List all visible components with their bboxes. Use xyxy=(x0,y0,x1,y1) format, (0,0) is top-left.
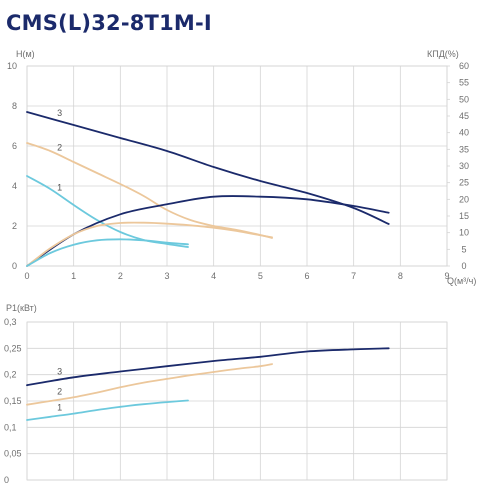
x-tick-label: 1 xyxy=(71,271,76,281)
power-curve-3 xyxy=(26,347,390,387)
y-tick-label: 0 xyxy=(4,475,9,485)
x-tick-label: 5 xyxy=(258,271,263,281)
y-axis-label: P1(кВт) xyxy=(6,303,37,313)
y2-axis-label: КПД(%) xyxy=(427,49,459,59)
y-tick-label: 6 xyxy=(12,141,17,151)
curve-label-1: 1 xyxy=(57,403,62,413)
y-axis-label: H(м) xyxy=(16,49,35,59)
x-axis-label: Q(м³/ч) xyxy=(447,276,476,286)
x-tick-label: 9 xyxy=(444,271,449,281)
x-tick-label: 0 xyxy=(24,271,29,281)
y-tick-label: 0,25 xyxy=(4,343,22,353)
curve-label-2: 2 xyxy=(57,387,62,397)
plot-frame xyxy=(26,65,448,267)
y2-tick-label: 45 xyxy=(459,111,469,121)
y2-tick-label: 35 xyxy=(459,144,469,154)
y2-tick-label: 50 xyxy=(459,94,469,104)
y2-tick-label: 20 xyxy=(459,194,469,204)
y2-tick-label: 40 xyxy=(459,128,469,138)
y-tick-label: 4 xyxy=(12,181,17,191)
chart-title: CMS(L)32-8T1M-I xyxy=(6,11,212,35)
y-tick-label: 8 xyxy=(12,101,17,111)
y2-tick-label: 30 xyxy=(459,161,469,171)
y2-tick-label: 25 xyxy=(459,178,469,188)
plot-frame xyxy=(26,321,448,481)
efficiency-curve xyxy=(26,195,390,267)
efficiency-curve xyxy=(26,238,189,267)
y-tick-label: 0,15 xyxy=(4,396,22,406)
curve-label-2: 2 xyxy=(57,142,62,152)
head-curve-1 xyxy=(26,175,189,248)
y-tick-label: 0,05 xyxy=(4,449,22,459)
y-tick-label: 0 xyxy=(12,261,17,271)
curve-label-3: 3 xyxy=(57,108,62,118)
y-tick-label: 0,2 xyxy=(4,370,17,380)
y-tick-label: 10 xyxy=(7,61,17,71)
y2-tick-label: 15 xyxy=(459,211,469,221)
head-curve-3 xyxy=(26,111,390,225)
y2-tick-label: 10 xyxy=(459,228,469,238)
x-tick-label: 2 xyxy=(118,271,123,281)
x-tick-label: 4 xyxy=(211,271,216,281)
y2-tick-label: 0 xyxy=(461,261,466,271)
curve-label-1: 1 xyxy=(57,182,62,192)
curve-label-3: 3 xyxy=(57,367,62,377)
y-tick-label: 2 xyxy=(12,221,17,231)
x-tick-label: 6 xyxy=(304,271,309,281)
power-chart: 0 0,05 0,1 0,15 0,2 0,25 0,3 P1(кВт) 3 2 1 xyxy=(4,303,448,485)
efficiency-curve xyxy=(26,221,273,267)
power-curve-1 xyxy=(26,399,189,421)
y-tick-label: 0,1 xyxy=(4,422,17,432)
head-curve-2 xyxy=(26,142,273,239)
y2-tick-label: 55 xyxy=(459,78,469,88)
x-tick-label: 3 xyxy=(164,271,169,281)
power-curve-2 xyxy=(26,363,273,406)
x-tick-label: 7 xyxy=(351,271,356,281)
head-efficiency-chart: 0 1 2 3 4 5 6 7 8 9024681005101520253035404550556… xyxy=(7,49,476,286)
y-tick-label: 0,3 xyxy=(4,317,17,327)
x-tick-label: 8 xyxy=(398,271,403,281)
y2-tick-label: 60 xyxy=(459,61,469,71)
y2-tick-label: 5 xyxy=(461,244,466,254)
